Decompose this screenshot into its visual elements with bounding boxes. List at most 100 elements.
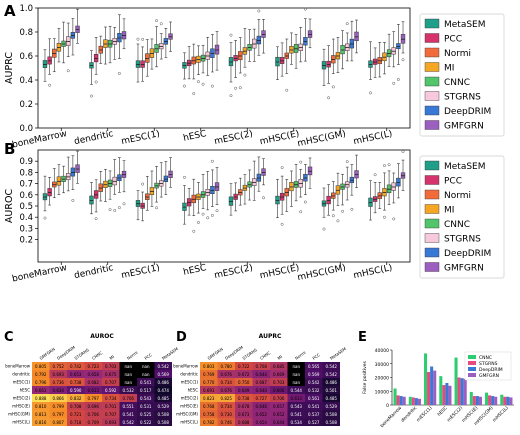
y-tick-label: 0.7	[19, 180, 33, 190]
heatmap-cell-value: 0.634	[53, 388, 65, 393]
outlier-point	[90, 94, 93, 98]
heatmap-row-label: dendritic	[180, 372, 198, 377]
heatmap-cell-value: 0.693	[105, 420, 117, 425]
heatmap-cell-value: 0.685	[273, 364, 285, 369]
x-tick-label: dendritic	[73, 129, 114, 147]
heatmap-cell-value: 0.653	[70, 372, 82, 377]
heatmap-cell	[102, 410, 120, 418]
heatmap-cell	[32, 410, 50, 418]
outlier-point	[299, 160, 303, 164]
heatmap-cell	[49, 386, 67, 394]
heatmap-cell	[287, 394, 305, 402]
heatmap-cell-value: 0.701	[105, 404, 117, 409]
heatmap-cell-value: 0.706	[273, 396, 285, 401]
bar-DeepDRIM	[430, 366, 434, 405]
outlier-point	[345, 160, 349, 164]
legend-A: MetaSEM PCC Normi MI CNNC STGRNS DeepDRIM GMFGR…	[419, 13, 505, 137]
bar-DeepDRIM	[414, 398, 418, 405]
heatmap-cell-value: 0.646	[256, 404, 268, 409]
heatmap-cell	[137, 378, 155, 386]
heatmap-cell-value: 0.644	[273, 420, 285, 425]
heatmap-cell	[67, 410, 85, 418]
x-tick-label: mHSC(E)	[259, 129, 300, 147]
legend-swatch	[424, 33, 440, 43]
heatmap-cell	[102, 378, 120, 386]
legend-swatch	[424, 189, 440, 200]
heatmap-cell-value: 0.738	[238, 396, 250, 401]
heatmap-cell-value: 0.531	[140, 404, 152, 409]
outlier-point	[401, 150, 405, 153]
heatmap-cell	[67, 386, 85, 394]
outlier-point	[382, 215, 386, 219]
x-tick-label: mHSC(GM)	[297, 263, 347, 283]
heatmap-cell-value: 0.551	[123, 404, 135, 409]
outlier-point	[196, 221, 200, 224]
outlier-point	[71, 198, 75, 202]
heatmap-cell-value: nan	[124, 380, 132, 385]
heatmap-cell-value: 0.780	[221, 364, 233, 369]
bar-DeepDRIM	[475, 396, 479, 405]
heatmap-cell	[119, 402, 137, 410]
heatmap-cell	[200, 418, 218, 426]
outlier-point	[280, 166, 284, 170]
heatmap-cell-value: nan	[142, 364, 150, 369]
y-tick-label: 0.0	[19, 124, 33, 134]
heatmap-cell	[154, 394, 172, 402]
heatmap-cell-value: 0.792	[35, 372, 47, 377]
heatmap-cell	[200, 378, 218, 386]
heatmap-cell-value: 0.678	[238, 404, 250, 409]
heatmap-cell	[270, 410, 288, 418]
outlier-point	[183, 84, 186, 88]
heatmap-cell	[200, 410, 218, 418]
heatmap-cell	[200, 362, 218, 370]
heatmap-cell	[270, 362, 288, 370]
heatmap-cell	[137, 410, 155, 418]
heatmap-cell-value: 0.706	[123, 396, 135, 401]
outlier-point	[396, 78, 400, 81]
heatmap-cell	[67, 378, 85, 386]
heatmap-title: AUROC	[90, 333, 114, 340]
outlier-point	[155, 206, 159, 210]
heatmap-cell-value: nan	[292, 380, 300, 385]
legend-swatch	[424, 18, 440, 29]
outlier-point	[369, 91, 372, 95]
outlier-point	[382, 164, 386, 168]
heatmap-cell-value: 0.485	[326, 396, 338, 401]
heatmap-row-label: mHSC(L)	[12, 420, 30, 425]
heatmap-row-label: boneMarrow	[173, 364, 198, 369]
heatmap-cell	[287, 378, 305, 386]
y-tick-label: 0.3	[19, 224, 33, 234]
heatmap-cell-value: 0.707	[105, 412, 117, 417]
heatmap-cell	[252, 362, 270, 370]
heatmap-cell-value: 0.718	[70, 420, 82, 425]
legend-label: DeepDRIM	[444, 249, 491, 259]
outlier-point	[285, 88, 289, 92]
bar-GMFGRN	[402, 396, 406, 405]
heatmap-row-label: boneMarrow	[5, 364, 30, 369]
outlier-point	[401, 58, 405, 62]
legend-swatch	[424, 262, 440, 272]
bar-DeepDRIM	[491, 396, 495, 405]
heatmap-cell	[305, 386, 323, 394]
legend-label: PCC	[444, 177, 462, 187]
heatmap-cell	[305, 394, 323, 402]
heatmap-cell-value: 0.657	[273, 404, 285, 409]
box-STGRNS	[66, 36, 71, 46]
heatmap-cell	[217, 402, 235, 410]
outlier-point	[331, 85, 335, 89]
heatmap-cell-value: 0.706	[88, 412, 100, 417]
heatmap-cell	[270, 394, 288, 402]
heatmap-cell	[84, 370, 102, 378]
heatmap-cell-value: 0.734	[105, 396, 117, 401]
heatmap-cell-value: 0.866	[53, 396, 65, 401]
box-MI	[149, 48, 155, 58]
heatmap-cell-value: 0.688	[238, 420, 250, 425]
legend-swatch	[424, 120, 440, 130]
heatmap-col-label: Normi	[126, 350, 139, 361]
bar-GMFGRN	[448, 385, 452, 405]
heatmap-cell	[252, 402, 270, 410]
heatmap-cell-value: 0.542	[123, 420, 135, 425]
heatmap-cell	[32, 370, 50, 378]
heatmap-cell-value: 0.723	[88, 364, 100, 369]
y-axis-label: AUROC	[4, 189, 15, 224]
